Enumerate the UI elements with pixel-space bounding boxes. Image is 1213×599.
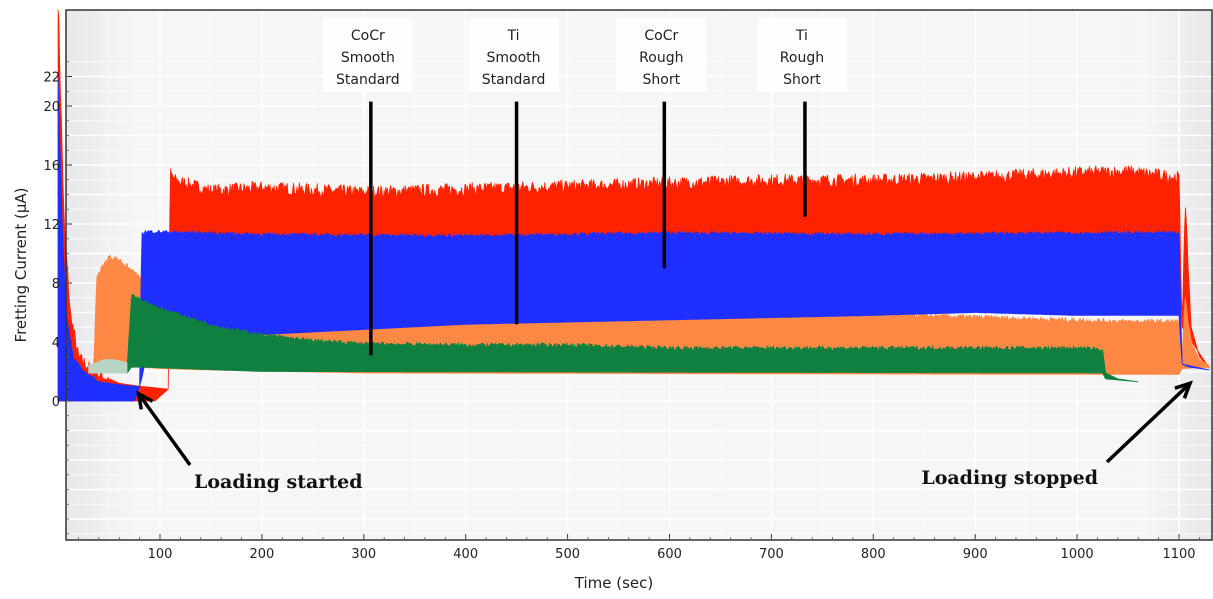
event-arrow-head [1174, 380, 1193, 399]
x-tick-label: 900 [963, 547, 988, 562]
annotation-label: Short [783, 72, 821, 88]
series-area-5 [88, 359, 128, 374]
y-axis-label: Fretting Current (μA) [12, 188, 30, 343]
loading-started-label: Loading started [194, 471, 363, 493]
annotation-label: CoCr [351, 28, 385, 44]
y-tick-label: 12 [43, 218, 60, 233]
annotation-label: Smooth [487, 50, 541, 66]
x-tick-label: 700 [759, 547, 784, 562]
annotation-label: Rough [639, 50, 683, 66]
loading-stopped-label: Loading stopped [921, 467, 1098, 489]
series-area-4 [113, 293, 1139, 383]
annotation-label: CoCr [644, 28, 678, 44]
x-tick-label: 1000 [1061, 547, 1094, 562]
y-tick-label: 4 [52, 336, 60, 351]
x-tick-label: 800 [861, 547, 886, 562]
axis-ticks: 100 200 300 400 500 600 700 800 900 1000 1100 0 4 8 12… [43, 61, 1200, 562]
series-areas [57, 9, 1210, 402]
annotation-box [468, 18, 559, 92]
annotation-label: Rough [780, 50, 824, 66]
x-tick-label: 1100 [1162, 547, 1195, 562]
annotation-label: Short [643, 72, 681, 88]
annotation-box [616, 18, 707, 92]
event-arrow-head [136, 390, 154, 410]
annotation-label: Ti [507, 28, 520, 44]
x-tick-label: 600 [657, 547, 682, 562]
annotation-label: Smooth [341, 50, 395, 66]
annotation-label: Standard [336, 72, 400, 88]
annotation-box [322, 18, 413, 92]
x-tick-label: 300 [351, 547, 376, 562]
event-arrow-shaft [137, 392, 192, 467]
x-tick-label: 500 [555, 547, 580, 562]
x-axis-label: Time (sec) [574, 574, 653, 592]
annotation-label: Ti [795, 28, 808, 44]
x-tick-label: 400 [453, 547, 478, 562]
annotation-label: Standard [482, 72, 546, 88]
y-tick-label: 22 [43, 71, 60, 86]
series-area-3 [57, 76, 1210, 402]
x-tick-label: 200 [249, 547, 274, 562]
event-arrow-shaft [1105, 382, 1192, 464]
annotation-box [756, 18, 847, 92]
plot-frame [65, 9, 1213, 541]
annotations: CoCr Smooth Standard Ti Smooth Standard CoCr Ro… [136, 18, 1193, 493]
y-tick-label: 8 [52, 277, 60, 292]
y-tick-label: 0 [52, 395, 60, 410]
y-tick-label: 16 [43, 159, 60, 174]
x-tick-label: 100 [148, 547, 173, 562]
y-tick-label: 20 [43, 100, 60, 115]
